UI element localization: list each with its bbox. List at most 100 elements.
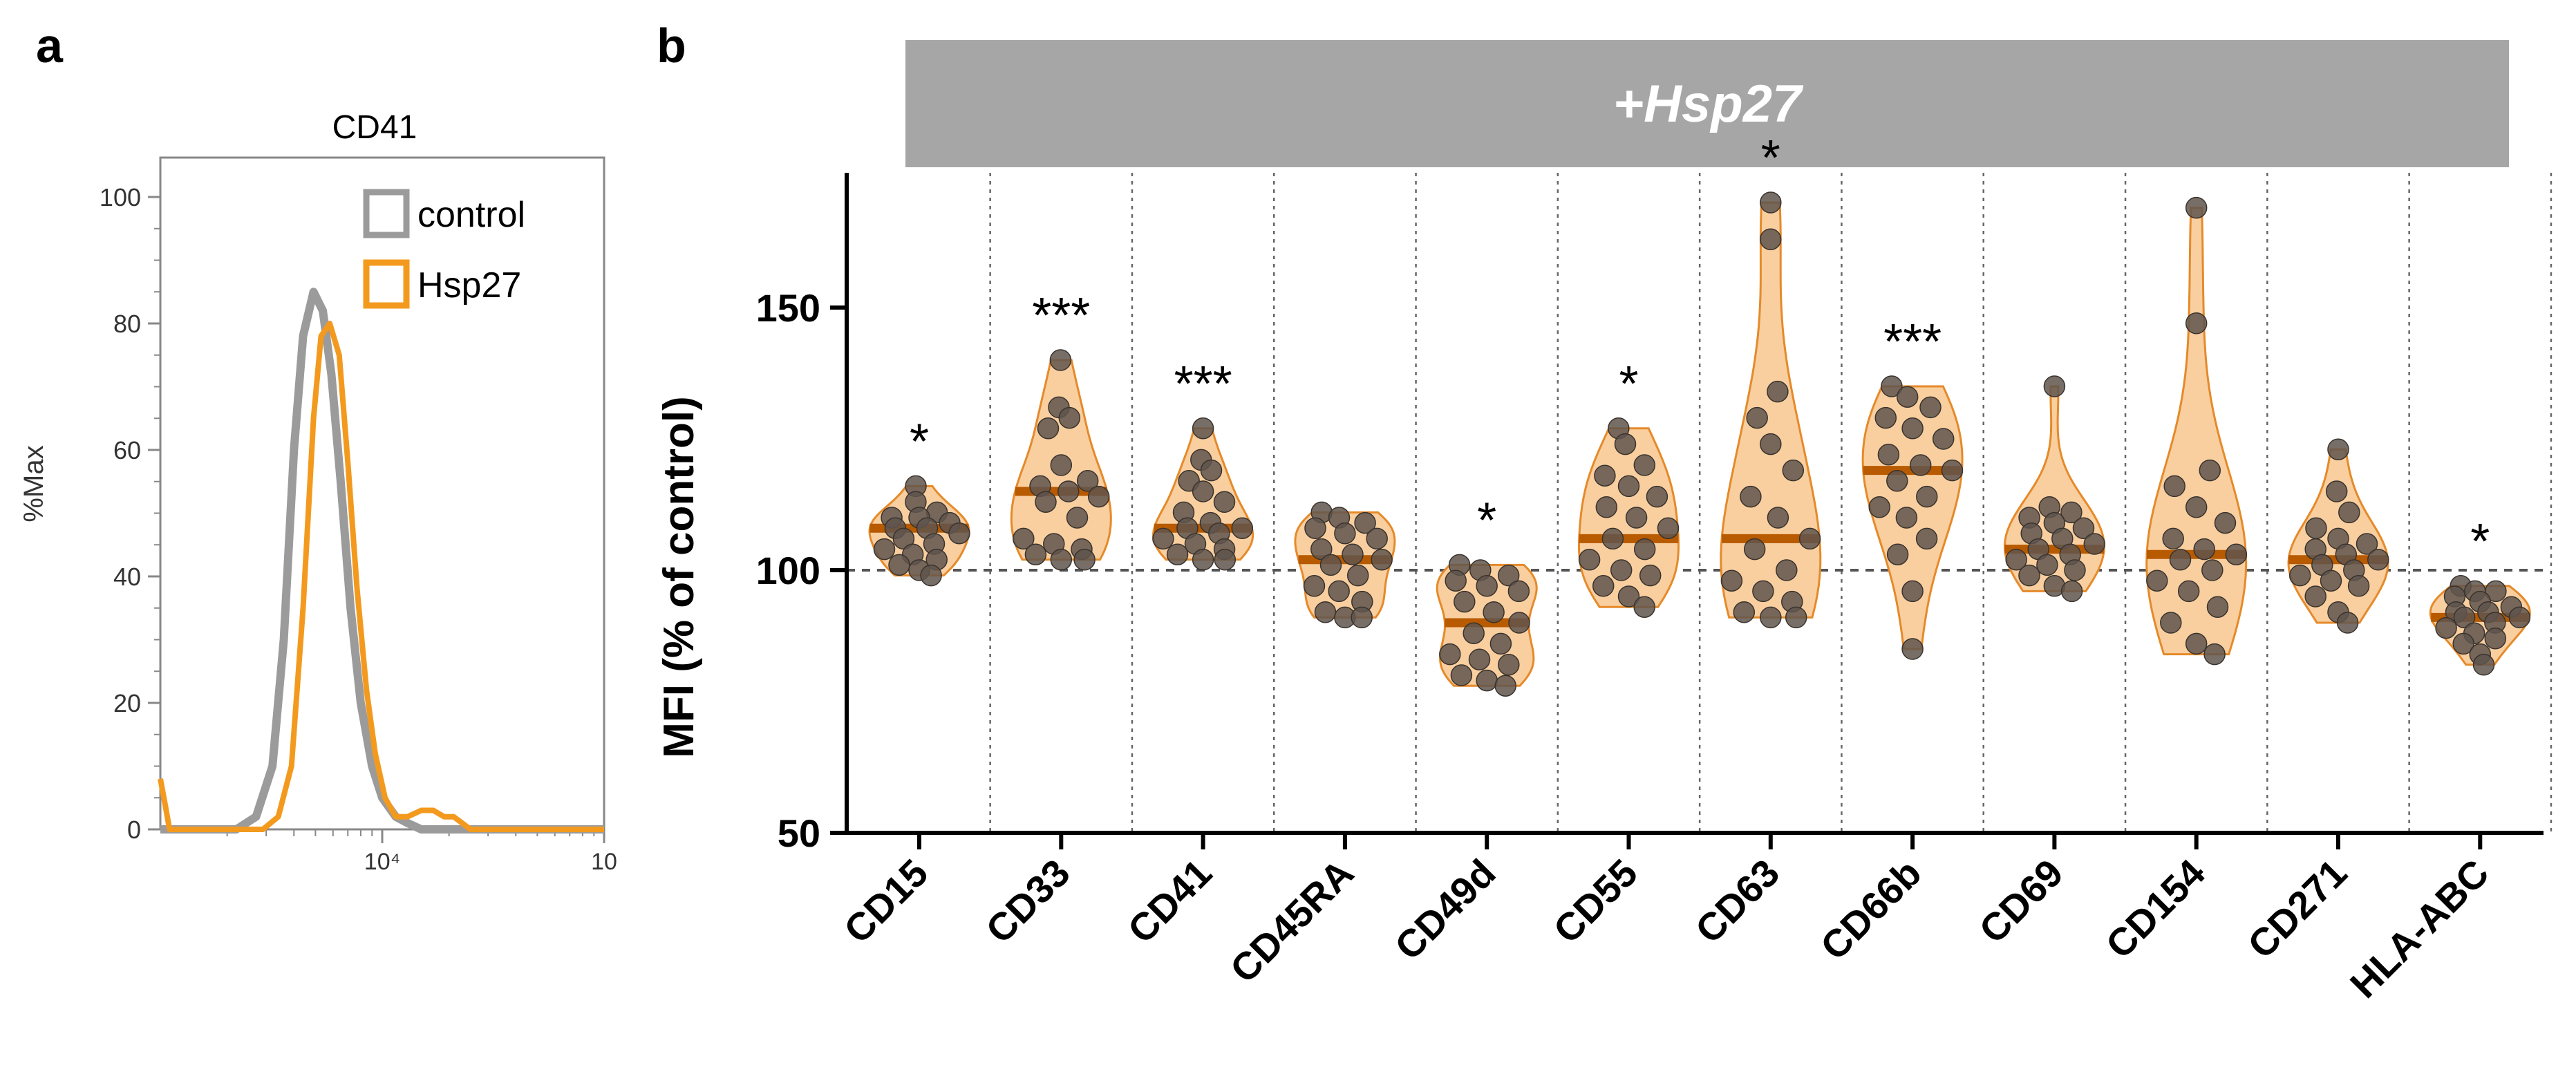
significance-marker: *** <box>1883 314 1942 370</box>
data-point <box>1192 549 1214 571</box>
data-point <box>1489 632 1512 655</box>
violin-y-tick-label: 150 <box>756 286 820 330</box>
data-point <box>2201 559 2224 581</box>
data-point <box>2018 564 2040 587</box>
data-point <box>1740 485 1762 508</box>
x-tick-label-cd154: CD154 <box>2097 851 2213 967</box>
data-point <box>1767 507 1789 529</box>
panel-a-histogram: a CD41 %Max 0 20 40 60 80 100 10⁴ 10 control Hs… <box>19 19 617 875</box>
data-point <box>1601 527 1624 550</box>
data-point <box>1037 417 1060 440</box>
data-point <box>2347 575 2370 597</box>
violin-group-cd69: CD69 <box>1971 375 2106 952</box>
data-point <box>2485 580 2507 603</box>
significance-marker: *** <box>1174 357 1232 412</box>
data-point <box>2356 533 2378 555</box>
data-point <box>2336 612 2359 634</box>
data-point <box>1595 496 1618 518</box>
x-tick-label-cd33: CD33 <box>977 851 1078 952</box>
significance-marker: * <box>2470 514 2490 569</box>
data-point <box>2325 480 2348 502</box>
data-point <box>1166 543 1189 565</box>
data-point <box>2163 475 2185 498</box>
data-point <box>1868 496 1890 518</box>
data-point <box>2206 596 2229 618</box>
data-point <box>1594 464 1616 487</box>
data-point <box>1507 580 1530 603</box>
data-point <box>1785 606 1807 629</box>
x-tick-label-cd55: CD55 <box>1545 851 1646 952</box>
significance-marker: * <box>1761 131 1780 186</box>
histogram-y-tick-label: 80 <box>113 310 141 338</box>
data-point <box>1614 433 1637 455</box>
data-point <box>2338 501 2360 524</box>
legend-swatch-control <box>363 189 410 238</box>
data-point <box>1319 554 1342 576</box>
data-point <box>2199 459 2221 482</box>
data-point <box>2304 585 2326 608</box>
data-point <box>2162 527 2184 550</box>
data-point <box>1508 612 1530 634</box>
histogram-y-tick-label: 0 <box>127 816 141 844</box>
data-point <box>1896 386 1919 408</box>
data-point <box>2484 628 2507 650</box>
data-point <box>2072 517 2095 539</box>
data-point <box>2452 632 2474 655</box>
data-point <box>2083 533 2106 555</box>
data-point <box>1152 527 1174 550</box>
violin-group-cd33: CD33 *** <box>977 288 1112 952</box>
data-point <box>2225 543 2248 565</box>
violin-group-cd41: CD41 *** <box>1119 357 1254 952</box>
histogram-line-control <box>160 288 604 834</box>
data-point <box>2288 564 2311 587</box>
histogram-legend: control Hsp27 <box>363 189 525 309</box>
data-point <box>1483 601 1505 623</box>
data-point <box>2327 438 2349 460</box>
significance-marker: * <box>1619 357 1638 412</box>
data-point <box>2036 554 2058 576</box>
data-point <box>1087 485 1110 508</box>
x-tick-label-cd41: CD41 <box>1119 851 1220 952</box>
data-point <box>1633 454 1656 476</box>
data-point <box>1916 485 1938 508</box>
data-point <box>1050 454 1073 476</box>
data-point <box>1633 538 1656 561</box>
data-point <box>1932 428 1955 450</box>
data-point <box>1200 459 1223 482</box>
data-point <box>2005 549 2027 571</box>
significance-marker: * <box>1477 493 1496 548</box>
data-point <box>2043 375 2066 397</box>
x-tick-label-cd15: CD15 <box>836 851 937 952</box>
data-point <box>2060 580 2083 603</box>
violin-group-cd49d: CD49d * <box>1386 493 1538 968</box>
data-point <box>1941 459 1964 482</box>
data-point <box>1304 517 1326 539</box>
histogram-y-tick-label: 100 <box>100 183 141 211</box>
data-point <box>1617 585 1640 608</box>
data-point <box>1743 538 1766 561</box>
data-point <box>1076 470 1099 492</box>
data-point <box>2367 549 2389 571</box>
violin-group-cd63: CD63 * <box>1686 131 1822 952</box>
data-point <box>1057 480 1080 502</box>
data-point <box>1058 406 1081 429</box>
data-point <box>2508 606 2531 629</box>
data-point <box>1646 485 1668 508</box>
treatment-banner <box>905 40 2509 167</box>
x-tick-label-cd69: CD69 <box>1971 851 2071 952</box>
data-point <box>1776 559 1798 581</box>
x-tick-label-cd271: CD271 <box>2239 851 2356 967</box>
data-point <box>1895 507 1918 529</box>
data-point <box>2185 196 2208 219</box>
violin-group-cd271: CD271 <box>2239 438 2389 967</box>
data-point <box>1901 580 1924 603</box>
treatment-banner-label: +Hsp27 <box>1613 75 1804 133</box>
data-point <box>2185 496 2208 518</box>
histogram-line-hsp27 <box>158 321 604 832</box>
histogram-y-ticks: 0 20 40 60 80 100 <box>100 183 160 844</box>
data-point <box>1231 517 1254 539</box>
violin-group-cd45ra: CD45RA <box>1221 501 1396 991</box>
data-point <box>1578 549 1601 571</box>
data-point <box>2064 559 2086 581</box>
violin-group-cd66b: CD66b *** <box>1812 314 1964 968</box>
